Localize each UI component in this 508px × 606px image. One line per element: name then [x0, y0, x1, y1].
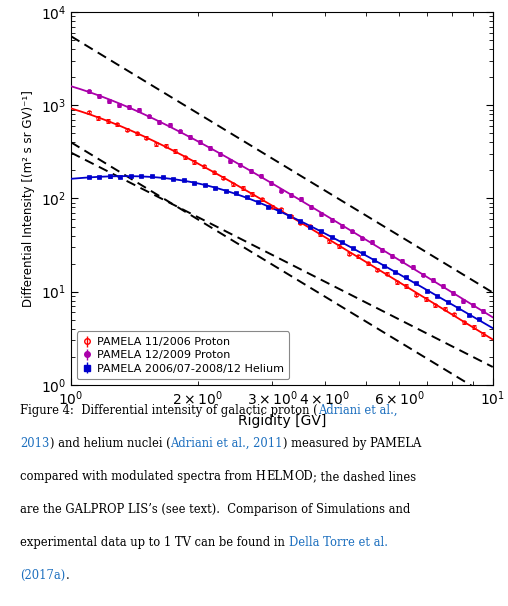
Text: compared with modulated spectra from H: compared with modulated spectra from H: [20, 470, 266, 483]
X-axis label: Rigidity [GV]: Rigidity [GV]: [238, 414, 326, 428]
Text: ELM: ELM: [266, 470, 294, 483]
Text: Adriani et al.,: Adriani et al.,: [318, 404, 397, 417]
Text: ) and helium nuclei (: ) and helium nuclei (: [50, 437, 170, 450]
Text: (2017a): (2017a): [20, 569, 66, 582]
Text: .: .: [66, 569, 69, 582]
Text: Della Torre et al.: Della Torre et al.: [289, 536, 388, 549]
Text: OD: OD: [294, 470, 313, 483]
Text: experimental data up to 1 TV can be found in: experimental data up to 1 TV can be foun…: [20, 536, 289, 549]
Text: Differential intensity of galactic proton (: Differential intensity of galactic proto…: [74, 404, 318, 417]
Text: ) measured by PAMELA: ) measured by PAMELA: [282, 437, 421, 450]
Text: ; the dashed lines: ; the dashed lines: [313, 470, 416, 483]
Text: are the GALPROP LIS’s (see text).  Comparison of Simulations and: are the GALPROP LIS’s (see text). Compar…: [20, 503, 410, 516]
Text: 2013: 2013: [20, 437, 50, 450]
Text: Adriani et al., 2011: Adriani et al., 2011: [170, 437, 282, 450]
Text: Figure 4:: Figure 4:: [20, 404, 74, 417]
Y-axis label: Differential Intensity [(m² s sr GV)⁻¹]: Differential Intensity [(m² s sr GV)⁻¹]: [22, 90, 36, 307]
Legend: PAMELA 11/2006 Proton, PAMELA 12/2009 Proton, PAMELA 2006/07-2008/12 Helium: PAMELA 11/2006 Proton, PAMELA 12/2009 Pr…: [77, 331, 289, 379]
